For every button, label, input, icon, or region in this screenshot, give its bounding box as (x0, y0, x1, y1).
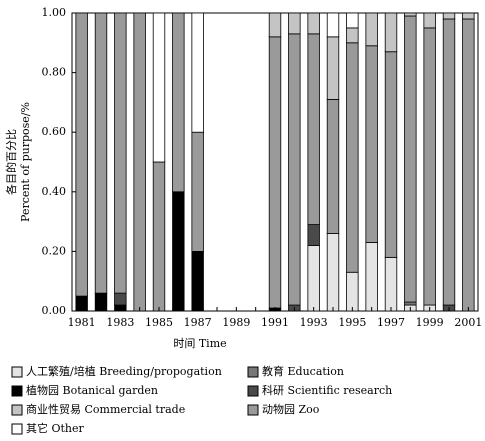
bar-segment (423, 12, 436, 29)
bar-segment (172, 191, 185, 312)
y-axis-label: Percent of purpose/% (19, 102, 32, 222)
x-tick-label: 1987 (184, 316, 212, 329)
bar-segment (288, 33, 301, 306)
legend-label: 商业性贸易 Commercial trade (26, 402, 185, 416)
bar-segment (404, 301, 417, 306)
bar-segment (307, 12, 320, 35)
legend-label: 动物园 Zoo (262, 402, 320, 416)
legend-swatch (11, 366, 23, 378)
bar-segment (133, 12, 146, 312)
bar-segment (172, 12, 185, 193)
x-tick-label: 1991 (261, 316, 289, 329)
bar-segment (288, 12, 301, 35)
bar-segment (365, 12, 378, 47)
y-tick-label: 0.00 (42, 304, 67, 317)
bar-segment (191, 12, 204, 133)
legend-swatch (11, 423, 23, 435)
bar-segment (346, 271, 359, 312)
x-tick-label: 1993 (300, 316, 328, 329)
bar-segment (268, 36, 282, 309)
legend-label: 教育 Education (262, 364, 344, 378)
bar-segment (365, 45, 378, 243)
bar-segment (152, 12, 166, 163)
bar-segment (152, 161, 166, 312)
bar-segment (307, 245, 320, 312)
x-tick-label: 1995 (338, 316, 366, 329)
legend-label: 科研 Scientific research (262, 383, 392, 397)
legend-swatch (11, 385, 23, 397)
bar-segment (268, 12, 282, 38)
bar-segment (404, 15, 417, 303)
x-axis-label: 时间 Time (173, 337, 226, 350)
legend-label: 其它 Other (26, 421, 85, 435)
x-tick-label: 1997 (377, 316, 405, 329)
legend-swatch (247, 404, 259, 416)
x-tick-label: 1985 (145, 316, 173, 329)
bar-segment (462, 18, 475, 312)
bar-segment (191, 131, 204, 252)
bar-segment (346, 12, 359, 29)
bar-segment (94, 12, 108, 294)
legend-swatch (247, 366, 259, 378)
y-tick-label: 0.40 (42, 185, 67, 198)
y-tick-label: 0.20 (42, 244, 67, 257)
bar-segment (114, 292, 127, 306)
bar-segment (346, 42, 359, 273)
bar-segment (75, 12, 88, 297)
bar-segment (462, 12, 475, 20)
bar-segment (326, 36, 340, 100)
bar-segment (384, 12, 398, 53)
x-tick-label: 1981 (68, 316, 96, 329)
bar-segment (423, 27, 436, 306)
x-tick-label: 1983 (106, 316, 134, 329)
x-tick-label: 1989 (222, 316, 250, 329)
bar-segment (307, 33, 320, 225)
x-tick-label: 1999 (416, 316, 444, 329)
bar-segment (114, 12, 127, 294)
y-axis-label: 各目的百分比 (4, 129, 18, 195)
legend-label: 植物园 Botanical garden (26, 383, 158, 397)
legend-swatch (247, 385, 259, 397)
y-tick-label: 1.00 (42, 6, 67, 19)
bar-segment (191, 250, 204, 312)
bar-segment (326, 233, 340, 312)
bar-segment (326, 99, 340, 234)
bar-segment (442, 18, 456, 306)
bar-segment (365, 242, 378, 312)
legend-label: 人工繁殖/培植 Breeding/propogation (26, 364, 222, 378)
bar-segment (307, 224, 320, 246)
bar-segment (442, 12, 456, 20)
legend-swatch (11, 404, 23, 416)
bar-segment (346, 27, 359, 44)
y-tick-label: 0.80 (42, 66, 67, 79)
bar-segment (384, 51, 398, 258)
bar-segment (384, 256, 398, 312)
bar-segment (326, 12, 340, 38)
y-tick-label: 0.60 (42, 125, 67, 138)
bar-segment (404, 12, 417, 17)
x-tick-label: 2001 (454, 316, 482, 329)
